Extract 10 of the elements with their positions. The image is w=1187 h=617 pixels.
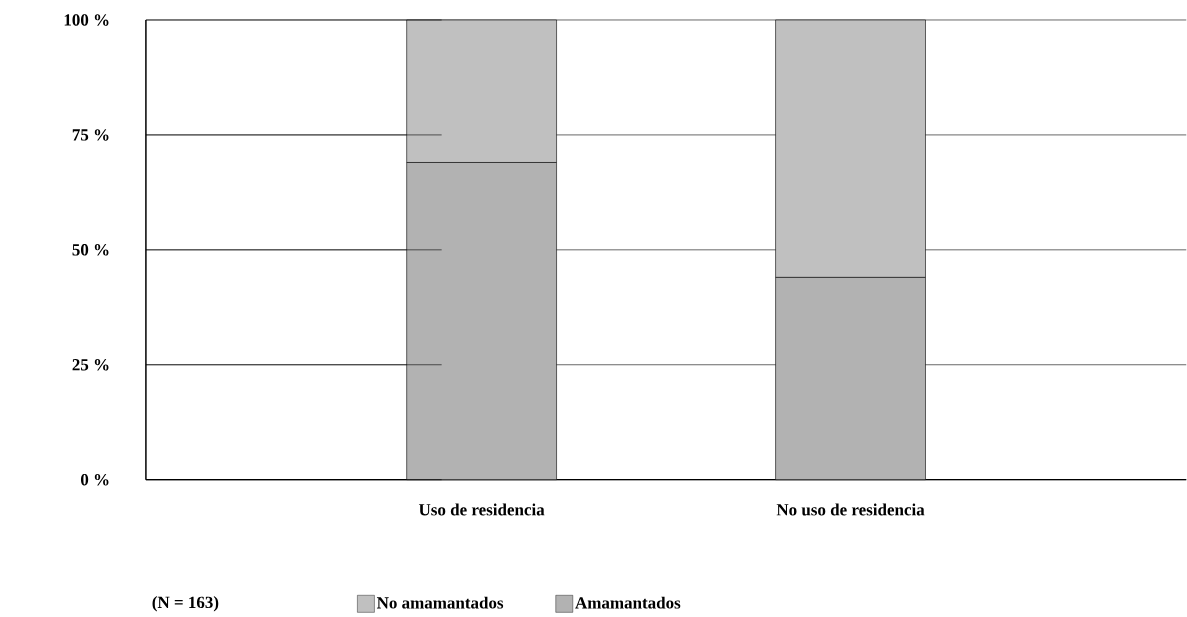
x-tick-label: No uso de residencia	[776, 503, 925, 516]
text: (N = 163)	[152, 596, 219, 612]
x-tick-label: Uso de residencia	[418, 503, 545, 516]
y-tick-label: 100 %	[64, 14, 109, 26]
y-tick-label: 0 %	[80, 473, 109, 486]
legend-label: Amamantados	[575, 596, 681, 609]
y-tick-label: 75 %	[72, 129, 109, 141]
y-tick-label: 25 %	[72, 358, 109, 371]
y-tick-label: 50 %	[72, 243, 109, 256]
legend-label: No amamantados	[376, 596, 504, 609]
